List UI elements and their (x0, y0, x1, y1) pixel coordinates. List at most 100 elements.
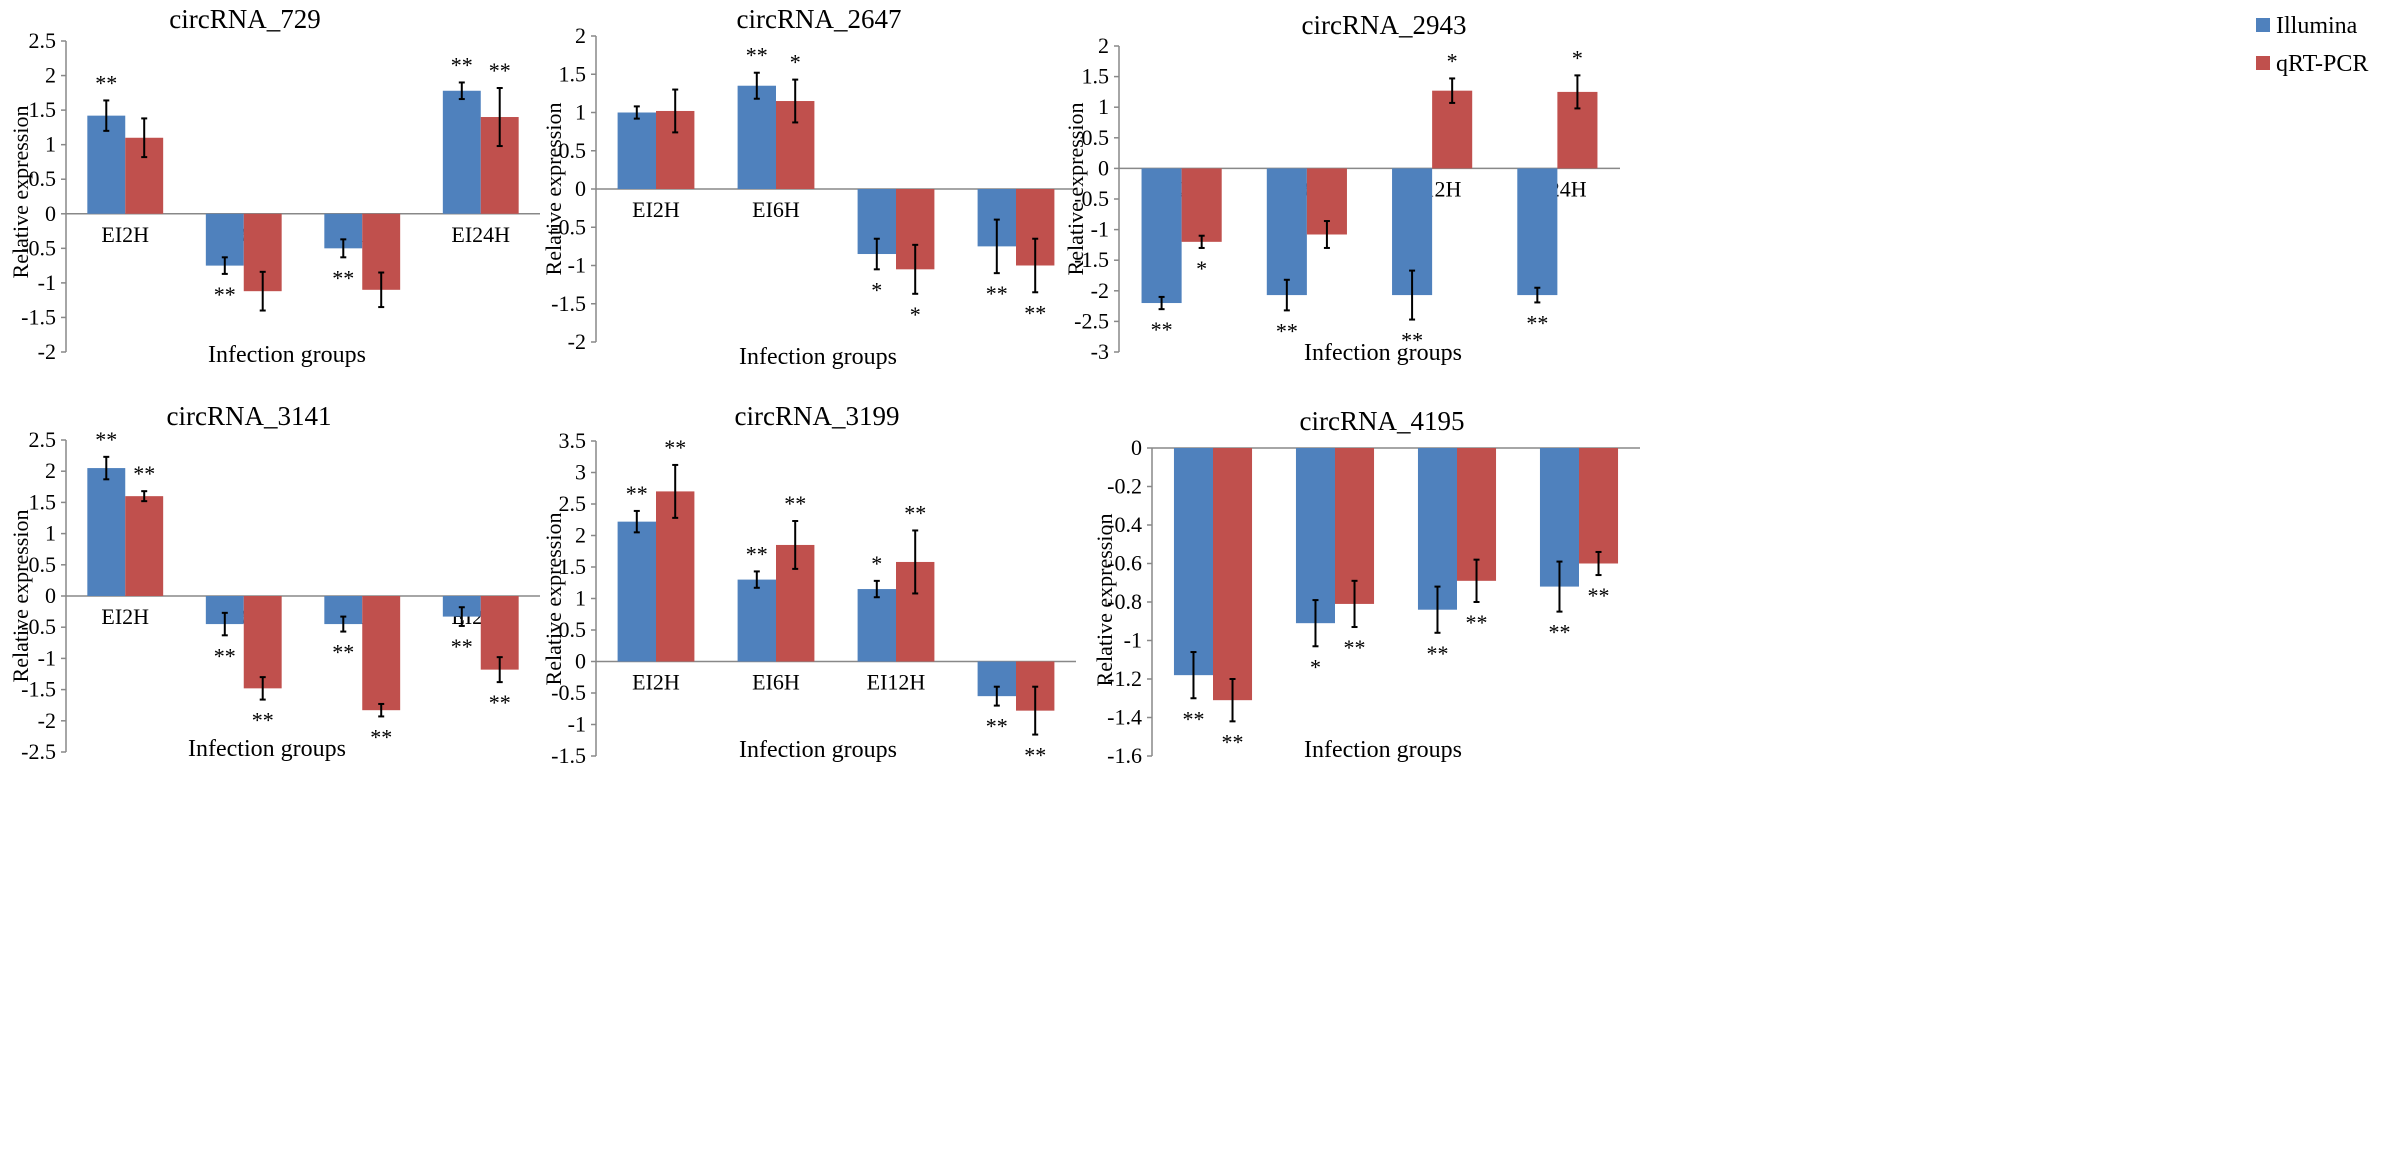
x-axis-label: Infection groups (208, 342, 366, 368)
significance-marker: ** (1588, 583, 1610, 608)
y-tick-label: 1.5 (559, 554, 587, 579)
y-tick-label: -1.4 (1107, 705, 1142, 730)
bar-illumina (857, 589, 896, 662)
significance-marker: * (871, 551, 882, 576)
y-tick-label: -1.5 (1074, 247, 1109, 272)
y-tick-label: -1 (568, 253, 586, 278)
y-tick-label: 0.5 (559, 617, 587, 642)
y-tick-label: -0.2 (1107, 474, 1142, 499)
chart-title: circRNA_729 (169, 4, 320, 34)
y-tick-label: -1.6 (1107, 743, 1142, 768)
category-label: EI2H (632, 197, 680, 222)
significance-marker: ** (214, 282, 236, 307)
chart-panel: circRNA_3141 2.5 2 1.5 1 0.5 0 -0.5 -1 -1.5 -2 -2.5… (8, 401, 540, 764)
y-tick-label: -1.5 (551, 743, 586, 768)
y-tick-label: 0.5 (29, 552, 57, 577)
bar-illumina (442, 90, 481, 214)
y-tick-label: -2 (38, 708, 56, 733)
significance-marker: ** (986, 714, 1008, 739)
chart-title: circRNA_4195 (1300, 406, 1465, 436)
significance-marker: ** (904, 500, 926, 525)
y-tick-label: -0.5 (551, 214, 586, 239)
x-axis-label: Infection groups (188, 736, 346, 762)
x-axis-label: Infection groups (739, 344, 897, 370)
significance-marker: ** (1526, 310, 1548, 335)
significance-marker: ** (1426, 641, 1448, 666)
y-tick-label: 0 (575, 176, 586, 201)
significance-marker: ** (626, 481, 648, 506)
significance-marker: ** (1466, 610, 1488, 635)
y-tick-label: -1 (1091, 217, 1109, 242)
y-tick-label: -1.5 (21, 304, 56, 329)
significance-marker: * (1310, 654, 1321, 679)
category-label: EI2H (101, 604, 149, 629)
y-tick-label: -0.5 (21, 614, 56, 639)
significance-marker: ** (252, 708, 274, 733)
significance-marker: * (790, 50, 801, 75)
significance-marker: * (871, 277, 882, 302)
significance-marker: ** (1344, 635, 1366, 660)
category-label: EI6H (752, 197, 800, 222)
bar-illumina (87, 468, 126, 596)
significance-marker: ** (451, 52, 473, 77)
significance-marker: * (1196, 256, 1207, 281)
y-tick-label: -0.6 (1107, 551, 1142, 576)
y-tick-label: 0.5 (559, 138, 587, 163)
significance-marker: ** (1548, 620, 1570, 645)
y-axis-label: Relative expression (1063, 103, 1088, 276)
y-tick-label: 3 (575, 460, 586, 485)
bar-qrt-pcr (362, 596, 401, 711)
chart-panel: circRNA_2647 2 1.5 1 0.5 0 -0.5 -1 -1.5 -2 Relativ… (541, 4, 1076, 370)
legend-label-illumina: Illumina (2276, 13, 2358, 39)
category-label: EI2H (632, 670, 680, 695)
bar-qrt-pcr (1579, 448, 1619, 564)
bar-qrt-pcr (243, 596, 282, 689)
y-axis-label: Relative expression (1092, 514, 1117, 687)
significance-marker: ** (1024, 743, 1046, 768)
bar-illumina (737, 579, 776, 662)
y-tick-label: -1 (38, 645, 56, 670)
y-tick-label: 2.5 (559, 491, 587, 516)
bar-illumina (1517, 168, 1558, 296)
bar-illumina (1295, 448, 1335, 624)
y-tick-label: 2.5 (29, 427, 57, 452)
y-tick-label: -0.4 (1107, 512, 1142, 537)
y-tick-label: 1 (575, 586, 586, 611)
significance-marker: ** (784, 491, 806, 516)
x-axis-label: Infection groups (1304, 737, 1462, 763)
y-tick-label: 3.5 (559, 428, 587, 453)
significance-marker: ** (489, 58, 511, 83)
significance-marker: ** (1401, 328, 1423, 353)
y-tick-label: -0.5 (1074, 186, 1109, 211)
significance-marker: * (1447, 48, 1458, 73)
bar-illumina (1417, 448, 1457, 610)
y-tick-label: 2.5 (29, 28, 57, 53)
chart-title: circRNA_3141 (167, 401, 332, 431)
y-tick-label: -1.5 (551, 291, 586, 316)
bar-qrt-pcr (125, 496, 164, 596)
significance-marker: ** (332, 640, 354, 665)
significance-marker: ** (986, 281, 1008, 306)
y-tick-label: -0.5 (21, 235, 56, 260)
significance-marker: ** (214, 643, 236, 668)
y-tick-label: 2 (1098, 33, 1109, 58)
category-label: EI24H (451, 222, 510, 247)
legend-swatch-illumina (2256, 18, 2270, 32)
significance-marker: ** (746, 541, 768, 566)
y-tick-label: -2.5 (21, 739, 56, 764)
significance-marker: ** (1276, 318, 1298, 343)
y-tick-label: -2 (38, 339, 56, 364)
y-tick-label: -3 (1091, 339, 1109, 364)
y-tick-label: 0 (1131, 435, 1142, 460)
y-tick-label: 1 (575, 100, 586, 125)
x-axis-label: Infection groups (1304, 340, 1462, 366)
y-tick-label: 1.5 (1082, 64, 1110, 89)
bar-qrt-pcr (1213, 448, 1253, 701)
significance-marker: ** (133, 461, 155, 486)
category-label: EI6H (752, 670, 800, 695)
y-axis-label: Relative expression (541, 513, 566, 686)
y-tick-label: -1 (38, 270, 56, 295)
y-axis-label: Relative expression (541, 103, 566, 276)
y-tick-label: 0.5 (29, 166, 57, 191)
